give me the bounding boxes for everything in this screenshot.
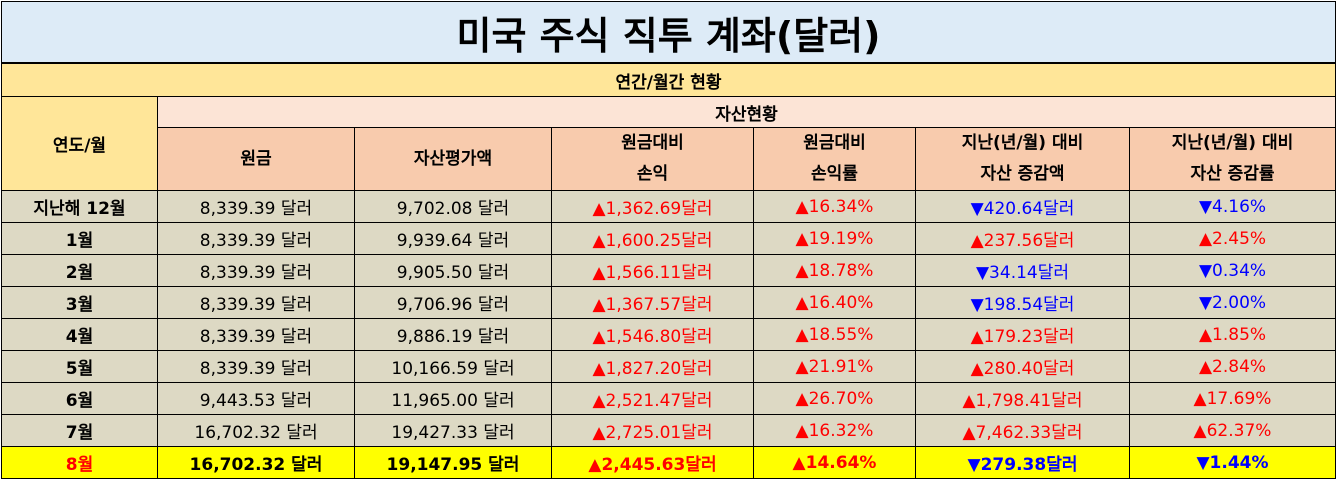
pnl-cell: ▲1,367.57달러 bbox=[551, 286, 754, 319]
principal-cell: 8,339.39 달러 bbox=[157, 254, 355, 287]
pnl-cell: ▲2,521.47달러 bbox=[551, 382, 754, 415]
month-label: 8월 bbox=[1, 446, 158, 479]
pnl-rate-cell: ▲16.40% bbox=[753, 286, 916, 319]
principal-cell: 9,443.53 달러 bbox=[157, 382, 355, 415]
principal-cell: 8,339.39 달러 bbox=[157, 286, 355, 319]
principal-header: 원금 bbox=[157, 127, 355, 191]
valuation-cell: 19,427.33 달러 bbox=[354, 414, 552, 447]
change-cell: ▲237.56달러 bbox=[915, 222, 1130, 255]
valuation-cell: 9,886.19 달러 bbox=[354, 318, 552, 351]
valuation-cell: 11,965.00 달러 bbox=[354, 382, 552, 415]
change-rate-cell: ▼4.16% bbox=[1129, 190, 1336, 223]
month-label: 4월 bbox=[1, 318, 158, 351]
header-line1: 원금대비 bbox=[803, 133, 866, 153]
table-row: 1월 8,339.39 달러 9,939.64 달러 ▲1,600.25달러 ▲19.1… bbox=[1, 222, 1336, 255]
valuation-cell: 9,706.96 달러 bbox=[354, 286, 552, 319]
header-line1: 지난(년/월) 대비 bbox=[1171, 133, 1294, 153]
change-rate-cell: ▼2.00% bbox=[1129, 286, 1336, 319]
table-row: 2월 8,339.39 달러 9,905.50 달러 ▲1,566.11달러 ▲18.7… bbox=[1, 254, 1336, 287]
change-cell: ▲7,462.33달러 bbox=[915, 414, 1130, 447]
valuation-cell: 19,147.95 달러 bbox=[354, 446, 552, 479]
valuation-header: 자산평가액 bbox=[354, 127, 552, 191]
change-rate-cell: ▼0.34% bbox=[1129, 254, 1336, 287]
change-cell: ▲280.40달러 bbox=[915, 350, 1130, 383]
month-label: 7월 bbox=[1, 414, 158, 447]
pnl-cell: ▲2,445.63달러 bbox=[551, 446, 754, 479]
principal-cell: 8,339.39 달러 bbox=[157, 190, 355, 223]
change-rate-cell: ▲2.45% bbox=[1129, 222, 1336, 255]
pnl-rate-cell: ▲18.55% bbox=[753, 318, 916, 351]
valuation-cell: 9,939.64 달러 bbox=[354, 222, 552, 255]
pnl-cell: ▲1,546.80달러 bbox=[551, 318, 754, 351]
month-label: 6월 bbox=[1, 382, 158, 415]
change-cell: ▼420.64달러 bbox=[915, 190, 1130, 223]
principal-cell: 8,339.39 달러 bbox=[157, 350, 355, 383]
header-line1: 자산평가액 bbox=[413, 148, 493, 169]
header-line2: 손익 bbox=[636, 164, 669, 184]
change-cell: ▼34.14달러 bbox=[915, 254, 1130, 287]
header-line1: 원금 bbox=[240, 148, 272, 169]
month-label: 5월 bbox=[1, 350, 158, 383]
principal-cell: 8,339.39 달러 bbox=[157, 318, 355, 351]
change-cell: ▲179.23달러 bbox=[915, 318, 1130, 351]
year-month-header: 연도/월 bbox=[1, 96, 158, 191]
header-line2: 자산 증감률 bbox=[1190, 164, 1275, 184]
principal-cell: 16,702.32 달러 bbox=[157, 414, 355, 447]
month-label: 1월 bbox=[1, 222, 158, 255]
asset-status-header: 자산현황 bbox=[157, 96, 1336, 128]
principal-cell: 8,339.39 달러 bbox=[157, 222, 355, 255]
header-line1: 원금대비 bbox=[621, 133, 684, 153]
pnl-rate-cell: ▲16.32% bbox=[753, 414, 916, 447]
table-row: 7월 16,702.32 달러 19,427.33 달러 ▲2,725.01달러 ▲16… bbox=[1, 414, 1336, 447]
header-line2: 손익률 bbox=[811, 164, 858, 184]
pnl-rate-cell: ▲18.78% bbox=[753, 254, 916, 287]
header-line1: 지난(년/월) 대비 bbox=[961, 133, 1084, 153]
header-line2: 자산 증감액 bbox=[980, 164, 1065, 184]
table-row: 4월 8,339.39 달러 9,886.19 달러 ▲1,546.80달러 ▲18.5… bbox=[1, 318, 1336, 351]
change-rate-cell: ▲2.84% bbox=[1129, 350, 1336, 383]
table-row: 8월 16,702.32 달러 19,147.95 달러 ▲2,445.63달러 ▲14… bbox=[1, 446, 1336, 479]
table-row: 3월 8,339.39 달러 9,706.96 달러 ▲1,367.57달러 ▲16.4… bbox=[1, 286, 1336, 319]
pnl-cell: ▲2,725.01달러 bbox=[551, 414, 754, 447]
change-rate-cell: ▲1.85% bbox=[1129, 318, 1336, 351]
change-rate-cell: ▼1.44% bbox=[1129, 446, 1336, 479]
table-row: 5월 8,339.39 달러 10,166.59 달러 ▲1,827.20달러 ▲21.… bbox=[1, 350, 1336, 383]
change-cell: ▲1,798.41달러 bbox=[915, 382, 1130, 415]
valuation-cell: 9,905.50 달러 bbox=[354, 254, 552, 287]
month-label: 지난해 12월 bbox=[1, 190, 158, 223]
table-row: 지난해 12월 8,339.39 달러 9,702.08 달러 ▲1,362.69달러… bbox=[1, 190, 1336, 223]
month-label: 2월 bbox=[1, 254, 158, 287]
section-header: 연간/월간 현황 bbox=[1, 62, 1336, 97]
pnl-rate-cell: ▲14.64% bbox=[753, 446, 916, 479]
change-cell: ▼279.38달러 bbox=[915, 446, 1130, 479]
pnl-cell: ▲1,362.69달러 bbox=[551, 190, 754, 223]
change-rate-cell: ▲62.37% bbox=[1129, 414, 1336, 447]
valuation-cell: 10,166.59 달러 bbox=[354, 350, 552, 383]
change-rate-cell: ▲17.69% bbox=[1129, 382, 1336, 415]
pnl-rate-cell: ▲19.19% bbox=[753, 222, 916, 255]
page-title: 미국 주식 직투 계좌(달러) bbox=[1, 1, 1336, 64]
valuation-cell: 9,702.08 달러 bbox=[354, 190, 552, 223]
pnl-rate-cell: ▲16.34% bbox=[753, 190, 916, 223]
pnl-cell: ▲1,566.11달러 bbox=[551, 254, 754, 287]
change-cell: ▼198.54달러 bbox=[915, 286, 1130, 319]
table-row: 6월 9,443.53 달러 11,965.00 달러 ▲2,521.47달러 ▲26.… bbox=[1, 382, 1336, 415]
pnl-rate-cell: ▲26.70% bbox=[753, 382, 916, 415]
pnl-cell: ▲1,827.20달러 bbox=[551, 350, 754, 383]
pnl-rate-cell: ▲21.91% bbox=[753, 350, 916, 383]
pnl-cell: ▲1,600.25달러 bbox=[551, 222, 754, 255]
month-label: 3월 bbox=[1, 286, 158, 319]
principal-cell: 16,702.32 달러 bbox=[157, 446, 355, 479]
